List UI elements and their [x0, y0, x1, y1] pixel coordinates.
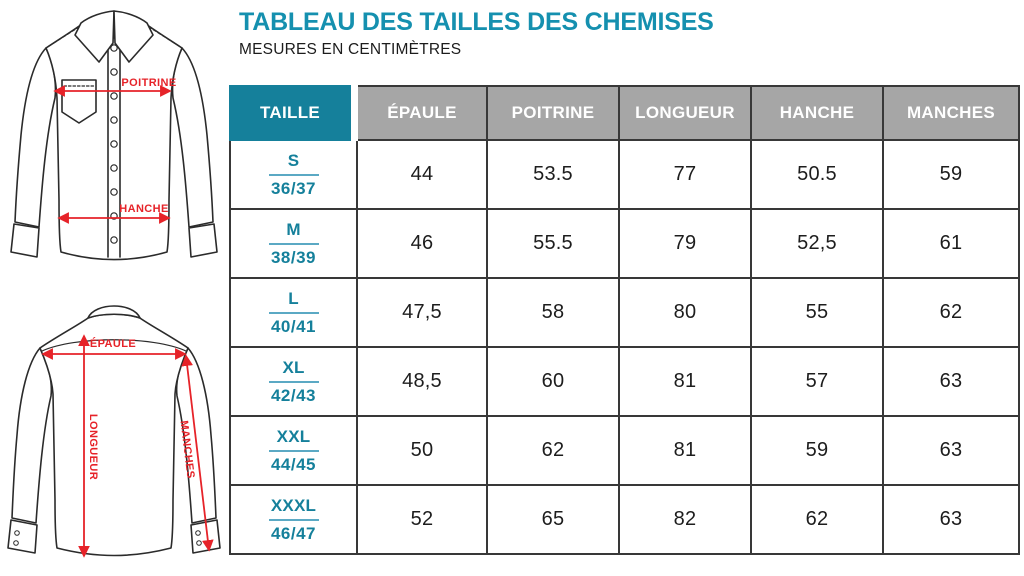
size-label: XL: [282, 357, 305, 377]
cell-manches: 63: [884, 486, 1020, 555]
table-row-xl: XL 42/43 48,5 60 81 57 63: [229, 348, 1020, 417]
front-left-cuff: [10, 223, 40, 258]
back-left-cuff: [7, 519, 38, 554]
cell-hanche: 55: [752, 279, 884, 348]
size-cell: S 36/37: [229, 141, 358, 210]
cell-hanche: 52,5: [752, 210, 884, 279]
cell-poitrine: 53.5: [488, 141, 620, 210]
size-label: L: [288, 288, 299, 308]
size-range: 46/47: [270, 523, 317, 543]
cell-longueur: 80: [620, 279, 752, 348]
size-label: S: [287, 150, 300, 170]
size-divider: [268, 242, 319, 245]
shoulder-stitch-left: [48, 26, 80, 47]
placket-buttons: [110, 44, 118, 244]
cell-longueur: 82: [620, 486, 752, 555]
collar-right: [113, 10, 154, 63]
size-cell: L 40/41: [229, 279, 358, 348]
table-row-xxl: XXL 44/45 50 62 81 59 63: [229, 417, 1020, 486]
cell-longueur: 77: [620, 141, 752, 210]
cell-manches: 59: [884, 141, 1020, 210]
cell-poitrine: 62: [488, 417, 620, 486]
size-divider: [268, 518, 319, 521]
page-subtitle: MESURES EN CENTIMÈTRES: [239, 41, 462, 58]
column-header-longueur: LONGUEUR: [620, 85, 752, 141]
table-header: TAILLE ÉPAULE POITRINE LONGUEUR HANCHE M…: [229, 85, 1020, 141]
collar-left: [74, 10, 115, 63]
size-divider: [268, 380, 319, 383]
shirt-front-illustration: POITRINE HANCHE: [10, 10, 218, 261]
size-label: XXXL: [270, 495, 317, 515]
size-divider: [268, 311, 319, 314]
size-range: 38/39: [270, 247, 317, 267]
column-header-manches: MANCHES: [884, 85, 1020, 141]
cell-hanche: 50.5: [752, 141, 884, 210]
cell-longueur: 81: [620, 417, 752, 486]
chest-measure-label: POITRINE: [121, 77, 176, 89]
cell-epaule: 48,5: [358, 348, 488, 417]
cell-manches: 63: [884, 348, 1020, 417]
hip-measure-label: HANCHE: [119, 203, 168, 215]
shirt-back-illustration: ÉPAULE LONGUEUR MANCHES: [7, 305, 221, 558]
cell-longueur: 79: [620, 210, 752, 279]
size-cell: XXXL 46/47: [229, 486, 358, 555]
column-header-epaule: ÉPAULE: [358, 85, 488, 141]
table-row-s: S 36/37 44 53.5 77 50.5 59: [229, 141, 1020, 210]
shoulder-measure-label: ÉPAULE: [90, 337, 136, 350]
shirt-diagrams: POITRINE HANCHE: [0, 0, 228, 576]
length-measure-label: LONGUEUR: [87, 414, 99, 480]
size-cell: XL 42/43: [229, 348, 358, 417]
front-annotations: POITRINE HANCHE: [53, 77, 176, 224]
cell-longueur: 81: [620, 348, 752, 417]
size-divider: [268, 173, 319, 176]
size-range: 40/41: [270, 316, 317, 336]
table-row-l: L 40/41 47,5 58 80 55 62: [229, 279, 1020, 348]
cell-poitrine: 60: [488, 348, 620, 417]
column-header-poitrine: POITRINE: [488, 85, 620, 141]
size-range: 42/43: [270, 385, 317, 405]
cell-epaule: 52: [358, 486, 488, 555]
page-title: TABLEAU DES TAILLES DES CHEMISES: [239, 8, 714, 36]
table-row-xxxl: XXXL 46/47 52 65 82 62 63: [229, 486, 1020, 555]
back-annotations: ÉPAULE LONGUEUR MANCHES: [41, 334, 214, 558]
column-header-taille: TAILLE: [229, 85, 358, 141]
cell-epaule: 44: [358, 141, 488, 210]
cell-epaule: 50: [358, 417, 488, 486]
front-right-cuff: [188, 223, 218, 258]
yoke-seam: [41, 339, 187, 352]
cell-epaule: 46: [358, 210, 488, 279]
table-row-m: M 38/39 46 55.5 79 52,5 61: [229, 210, 1020, 279]
cell-poitrine: 65: [488, 486, 620, 555]
back-collar: [87, 305, 141, 319]
size-label: XXL: [276, 426, 311, 446]
cell-poitrine: 58: [488, 279, 620, 348]
cell-poitrine: 55.5: [488, 210, 620, 279]
front-right-sleeve: [171, 47, 214, 228]
size-range: 36/37: [270, 178, 317, 198]
size-cell: M 38/39: [229, 210, 358, 279]
size-cell: XXL 44/45: [229, 417, 358, 486]
size-table: TAILLE ÉPAULE POITRINE LONGUEUR HANCHE M…: [229, 85, 1020, 555]
size-label: M: [286, 219, 301, 239]
cell-manches: 62: [884, 279, 1020, 348]
shoulder-stitch-right: [148, 26, 180, 47]
back-torso: [39, 313, 189, 557]
sleeve-measure-arrow: [181, 354, 214, 552]
cell-manches: 61: [884, 210, 1020, 279]
cell-manches: 63: [884, 417, 1020, 486]
content-area: TABLEAU DES TAILLES DES CHEMISES MESURES…: [229, 0, 1020, 576]
cell-hanche: 57: [752, 348, 884, 417]
cell-epaule: 47,5: [358, 279, 488, 348]
front-left-sleeve: [14, 47, 57, 228]
size-range: 44/45: [270, 454, 317, 474]
column-header-hanche: HANCHE: [752, 85, 884, 141]
cell-hanche: 62: [752, 486, 884, 555]
size-divider: [268, 449, 319, 452]
cell-hanche: 59: [752, 417, 884, 486]
back-left-sleeve: [11, 347, 53, 524]
